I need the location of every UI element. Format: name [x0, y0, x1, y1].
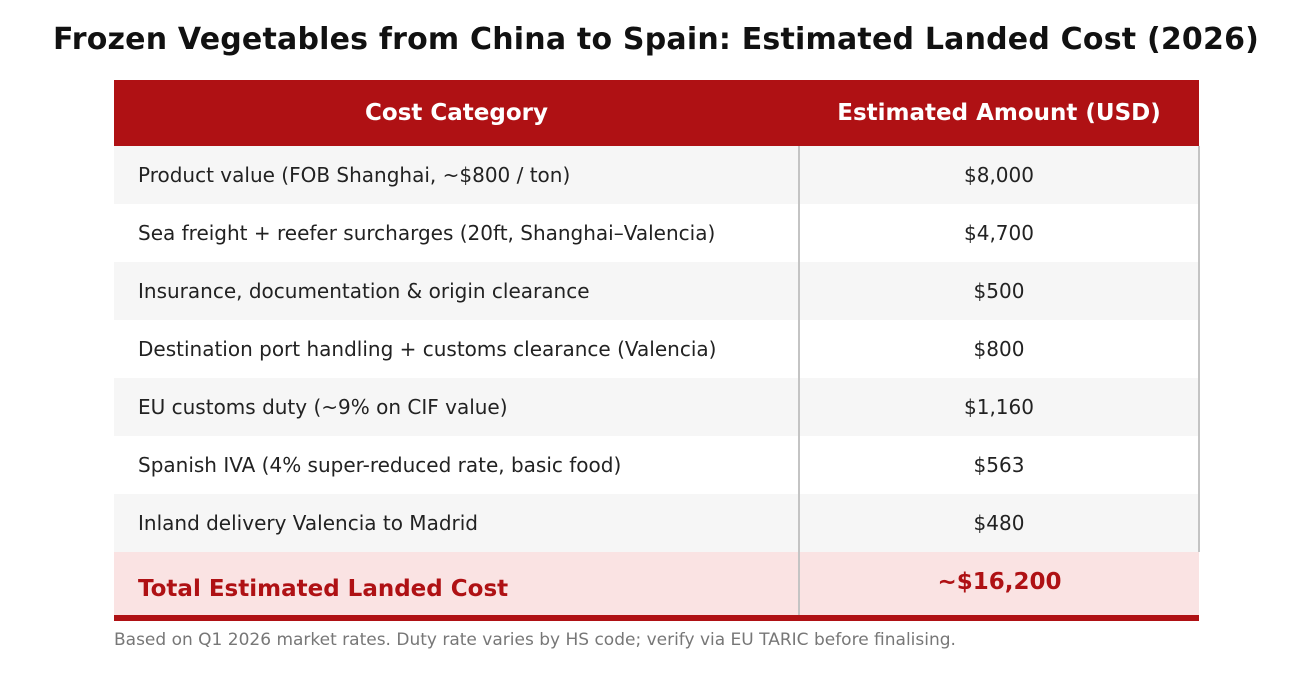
row-amount: $4,700: [799, 204, 1200, 262]
total-amount: ~$16,200: [937, 568, 1062, 595]
row-category: Inland delivery Valencia to Madrid: [114, 494, 800, 552]
header-estimated-amount: Estimated Amount (USD): [837, 100, 1161, 126]
header-cost-category: Cost Category: [365, 100, 548, 126]
row-category: Spanish IVA (4% super-reduced rate, basi…: [114, 436, 800, 494]
row-amount: $8,000: [799, 146, 1200, 204]
total-row: Total Estimated Landed Cost ~$16,200: [114, 552, 1199, 618]
row-amount: $480: [799, 494, 1200, 552]
table-header-row: Cost Category Estimated Amount (USD): [114, 80, 1199, 146]
table-row: Product value (FOB Shanghai, ~$800 / ton…: [114, 146, 1200, 204]
row-amount: $563: [799, 436, 1200, 494]
footnote: Based on Q1 2026 market rates. Duty rate…: [114, 630, 956, 650]
page-title: Frozen Vegetables from China to Spain: E…: [52, 22, 1260, 57]
total-label: Total Estimated Landed Cost: [114, 552, 800, 618]
row-category: Sea freight + reefer surcharges (20ft, S…: [114, 204, 800, 262]
row-amount: $800: [799, 320, 1200, 378]
landed-cost-table: Cost Category Estimated Amount (USD) Pro…: [114, 80, 1200, 621]
table-row: Inland delivery Valencia to Madrid $480: [114, 494, 1200, 552]
table-row: Destination port handling + customs clea…: [114, 320, 1200, 378]
row-category: EU customs duty (~9% on CIF value): [114, 378, 800, 436]
row-amount: $500: [799, 262, 1200, 320]
table-row: EU customs duty (~9% on CIF value) $1,16…: [114, 378, 1200, 436]
row-category: Destination port handling + customs clea…: [114, 320, 800, 378]
row-category: Insurance, documentation & origin cleara…: [114, 262, 800, 320]
table-row: Sea freight + reefer surcharges (20ft, S…: [114, 204, 1200, 262]
row-amount: $1,160: [799, 378, 1200, 436]
table-row: Spanish IVA (4% super-reduced rate, basi…: [114, 436, 1200, 494]
table-row: Insurance, documentation & origin cleara…: [114, 262, 1200, 320]
row-category: Product value (FOB Shanghai, ~$800 / ton…: [114, 146, 800, 204]
